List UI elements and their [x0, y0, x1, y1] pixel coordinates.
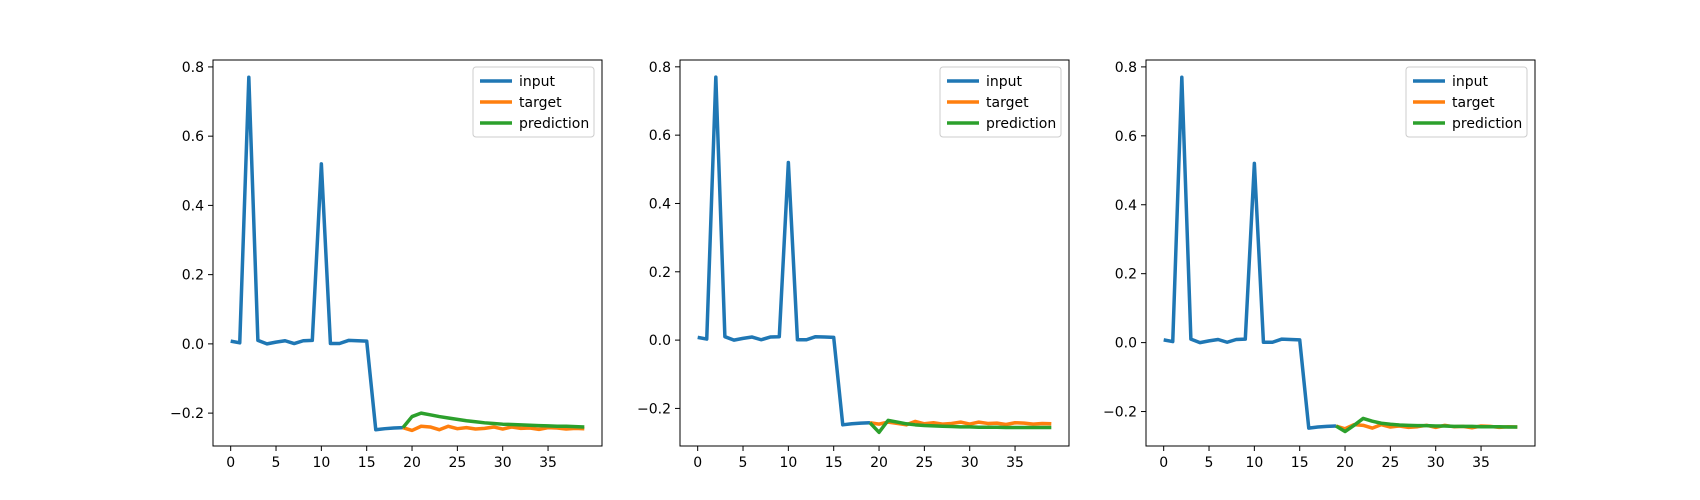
x-tick-label: 10	[1245, 455, 1263, 471]
x-tick-label: 15	[358, 455, 376, 471]
legend-label-target: target	[986, 95, 1029, 111]
x-tick-label: 5	[1205, 455, 1214, 471]
y-tick-label: 0.8	[182, 60, 204, 76]
x-tick-label: 20	[870, 455, 888, 471]
legend-label-input: input	[519, 74, 556, 90]
legend: input target prediction	[939, 66, 1062, 138]
x-tick-label: 5	[739, 455, 748, 471]
y-tick-label: 0.0	[1115, 336, 1137, 352]
x-tick-label: 10	[779, 455, 797, 471]
series-line-input	[1163, 75, 1337, 430]
series-group	[1163, 75, 1518, 434]
y-tick-label: 0.2	[1115, 267, 1137, 283]
subplot-2: 0 5 10 15 20 25 30 35 −0.2 0.0 0.2 0.4 0.6 0.8 input ta…	[637, 59, 1070, 471]
x-tick-label: 35	[1472, 455, 1490, 471]
x-tick-label: 30	[961, 455, 979, 471]
legend-label-prediction: prediction	[986, 116, 1056, 132]
axes-frame	[679, 59, 1070, 447]
series-line-prediction	[401, 411, 585, 429]
legend-box	[472, 66, 595, 138]
x-tick-label: 20	[1336, 455, 1354, 471]
y-tick-label: 0.2	[649, 265, 671, 281]
y-tick-label: 0.4	[182, 198, 204, 214]
x-tick-label: 5	[272, 455, 281, 471]
series-line-input	[230, 75, 404, 432]
y-tick-label: 0.2	[182, 268, 204, 284]
x-tick-label: 35	[539, 455, 557, 471]
y-tick-label: 0.0	[649, 333, 671, 349]
y-tick-label: 0.6	[182, 129, 204, 145]
series-line-input	[697, 75, 871, 427]
legend: input target prediction	[472, 66, 595, 138]
legend: input target prediction	[1405, 66, 1528, 138]
legend-label-target: target	[519, 95, 562, 111]
y-tick-label: 0.4	[649, 196, 671, 212]
y-tick-label: 0.0	[182, 337, 204, 353]
x-tick-label: 15	[825, 455, 843, 471]
x-tick-label: 35	[1006, 455, 1024, 471]
series-line-prediction	[868, 418, 1052, 435]
legend-label-input: input	[1452, 74, 1489, 90]
x-tick-label: 10	[312, 455, 330, 471]
subplot-3: 0 5 10 15 20 25 30 35 −0.2 0.0 0.2 0.4 0.6 0.8 input ta…	[1103, 59, 1536, 471]
y-tick-label: 0.8	[1115, 60, 1137, 76]
x-tick-label: 0	[1159, 455, 1168, 471]
x-tick-label: 0	[693, 455, 702, 471]
x-tick-label: 30	[494, 455, 512, 471]
y-tick-label: −0.2	[637, 401, 671, 417]
legend-box	[1405, 66, 1528, 138]
series-group	[230, 75, 585, 433]
subplot-1: 0 5 10 15 20 25 30 35 −0.2 0.0 0.2 0.4 0.6 0.8 input ta…	[170, 59, 603, 471]
y-tick-label: 0.6	[649, 128, 671, 144]
x-tick-label: 25	[915, 455, 933, 471]
legend-label-input: input	[986, 74, 1023, 90]
x-tick-label: 20	[403, 455, 421, 471]
legend-label-prediction: prediction	[1452, 116, 1522, 132]
axes-frame	[212, 59, 603, 447]
legend-box	[939, 66, 1062, 138]
series-group	[697, 75, 1052, 435]
axes-frame	[1145, 59, 1536, 447]
y-tick-label: 0.8	[649, 60, 671, 76]
x-tick-label: 15	[1291, 455, 1309, 471]
y-tick-label: 0.4	[1115, 198, 1137, 214]
x-tick-label: 30	[1427, 455, 1445, 471]
x-tick-label: 25	[1381, 455, 1399, 471]
y-tick-label: 0.6	[1115, 129, 1137, 145]
legend-label-prediction: prediction	[519, 116, 589, 132]
legend-label-target: target	[1452, 95, 1495, 111]
x-tick-label: 25	[448, 455, 466, 471]
y-tick-label: −0.2	[170, 406, 204, 422]
series-line-prediction	[1335, 416, 1518, 434]
y-tick-label: −0.2	[1103, 405, 1137, 421]
x-tick-label: 0	[226, 455, 235, 471]
